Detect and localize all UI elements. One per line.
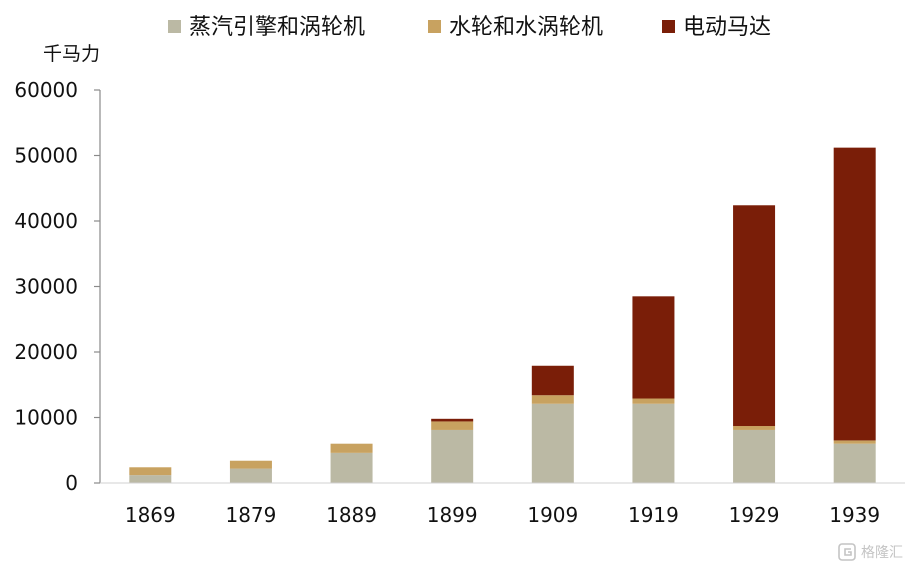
x-tick-label: 1879: [225, 503, 276, 527]
bar-1909-series-1: [531, 403, 574, 483]
legend-swatch-1: [168, 20, 181, 33]
y-tick-label: 40000: [14, 209, 78, 233]
bar-1919-series-1: [632, 403, 675, 483]
bar-1879-series-2: [229, 460, 272, 469]
y-axis: 60000 50000 40000 30000 20000 10000 0: [14, 78, 101, 495]
legend-label-1: 蒸汽引擎和涡轮机: [189, 15, 365, 40]
y-axis-label: 千马力: [43, 43, 100, 65]
bar-1929-series-3: [733, 205, 776, 427]
watermark: 格隆汇: [838, 543, 903, 561]
bar-1919-series-2: [632, 398, 675, 404]
bar-1909-series-2: [531, 395, 574, 404]
bar-1919-series-3: [632, 296, 675, 399]
x-tick-label: 1929: [729, 503, 780, 527]
bar-1939-series-2: [833, 440, 876, 444]
x-tick-label: 1939: [829, 503, 880, 527]
bar-1869-series-1: [129, 475, 172, 483]
legend-swatch-3: [662, 20, 675, 33]
bar-1929-series-2: [733, 426, 776, 430]
bar-1939-series-3: [833, 147, 876, 441]
bar-1939-series-1: [833, 443, 876, 483]
y-tick-label: 0: [65, 471, 78, 495]
legend-label-2: 水轮和水涡轮机: [449, 15, 603, 40]
y-tick-label: 10000: [14, 406, 78, 430]
y-tick-label: 50000: [14, 144, 78, 168]
x-tick-label: 1899: [427, 503, 478, 527]
x-tick-label: 1889: [326, 503, 377, 527]
y-tick-label: 20000: [14, 340, 78, 364]
bar-1889-series-1: [330, 452, 373, 483]
bar-1909-series-3: [531, 365, 574, 396]
x-tick-label: 1919: [628, 503, 679, 527]
y-tick-label: 30000: [14, 275, 78, 299]
bar-1899-series-3: [431, 418, 474, 422]
x-tick-label: 1869: [125, 503, 176, 527]
watermark-text: 格隆汇: [861, 545, 903, 561]
x-tick-label: 1909: [527, 503, 578, 527]
bar-1869-series-2: [129, 467, 172, 476]
bar-1889-series-2: [330, 443, 373, 453]
x-axis: 1869 1879 1889 1899 1909 1919 1929 1939: [100, 482, 905, 527]
legend-swatch-2: [428, 20, 441, 33]
g-logo-icon: [838, 543, 856, 561]
bar-1879-series-1: [229, 468, 272, 483]
legend: 蒸汽引擎和涡轮机 水轮和水涡轮机 电动马达: [168, 15, 771, 40]
bar-1899-series-2: [431, 421, 474, 430]
legend-label-3: 电动马达: [683, 15, 771, 40]
bar-1929-series-1: [733, 429, 776, 483]
y-tick-label: 60000: [14, 78, 78, 102]
bar-1899-series-1: [431, 429, 474, 483]
plot-area: [129, 147, 876, 483]
